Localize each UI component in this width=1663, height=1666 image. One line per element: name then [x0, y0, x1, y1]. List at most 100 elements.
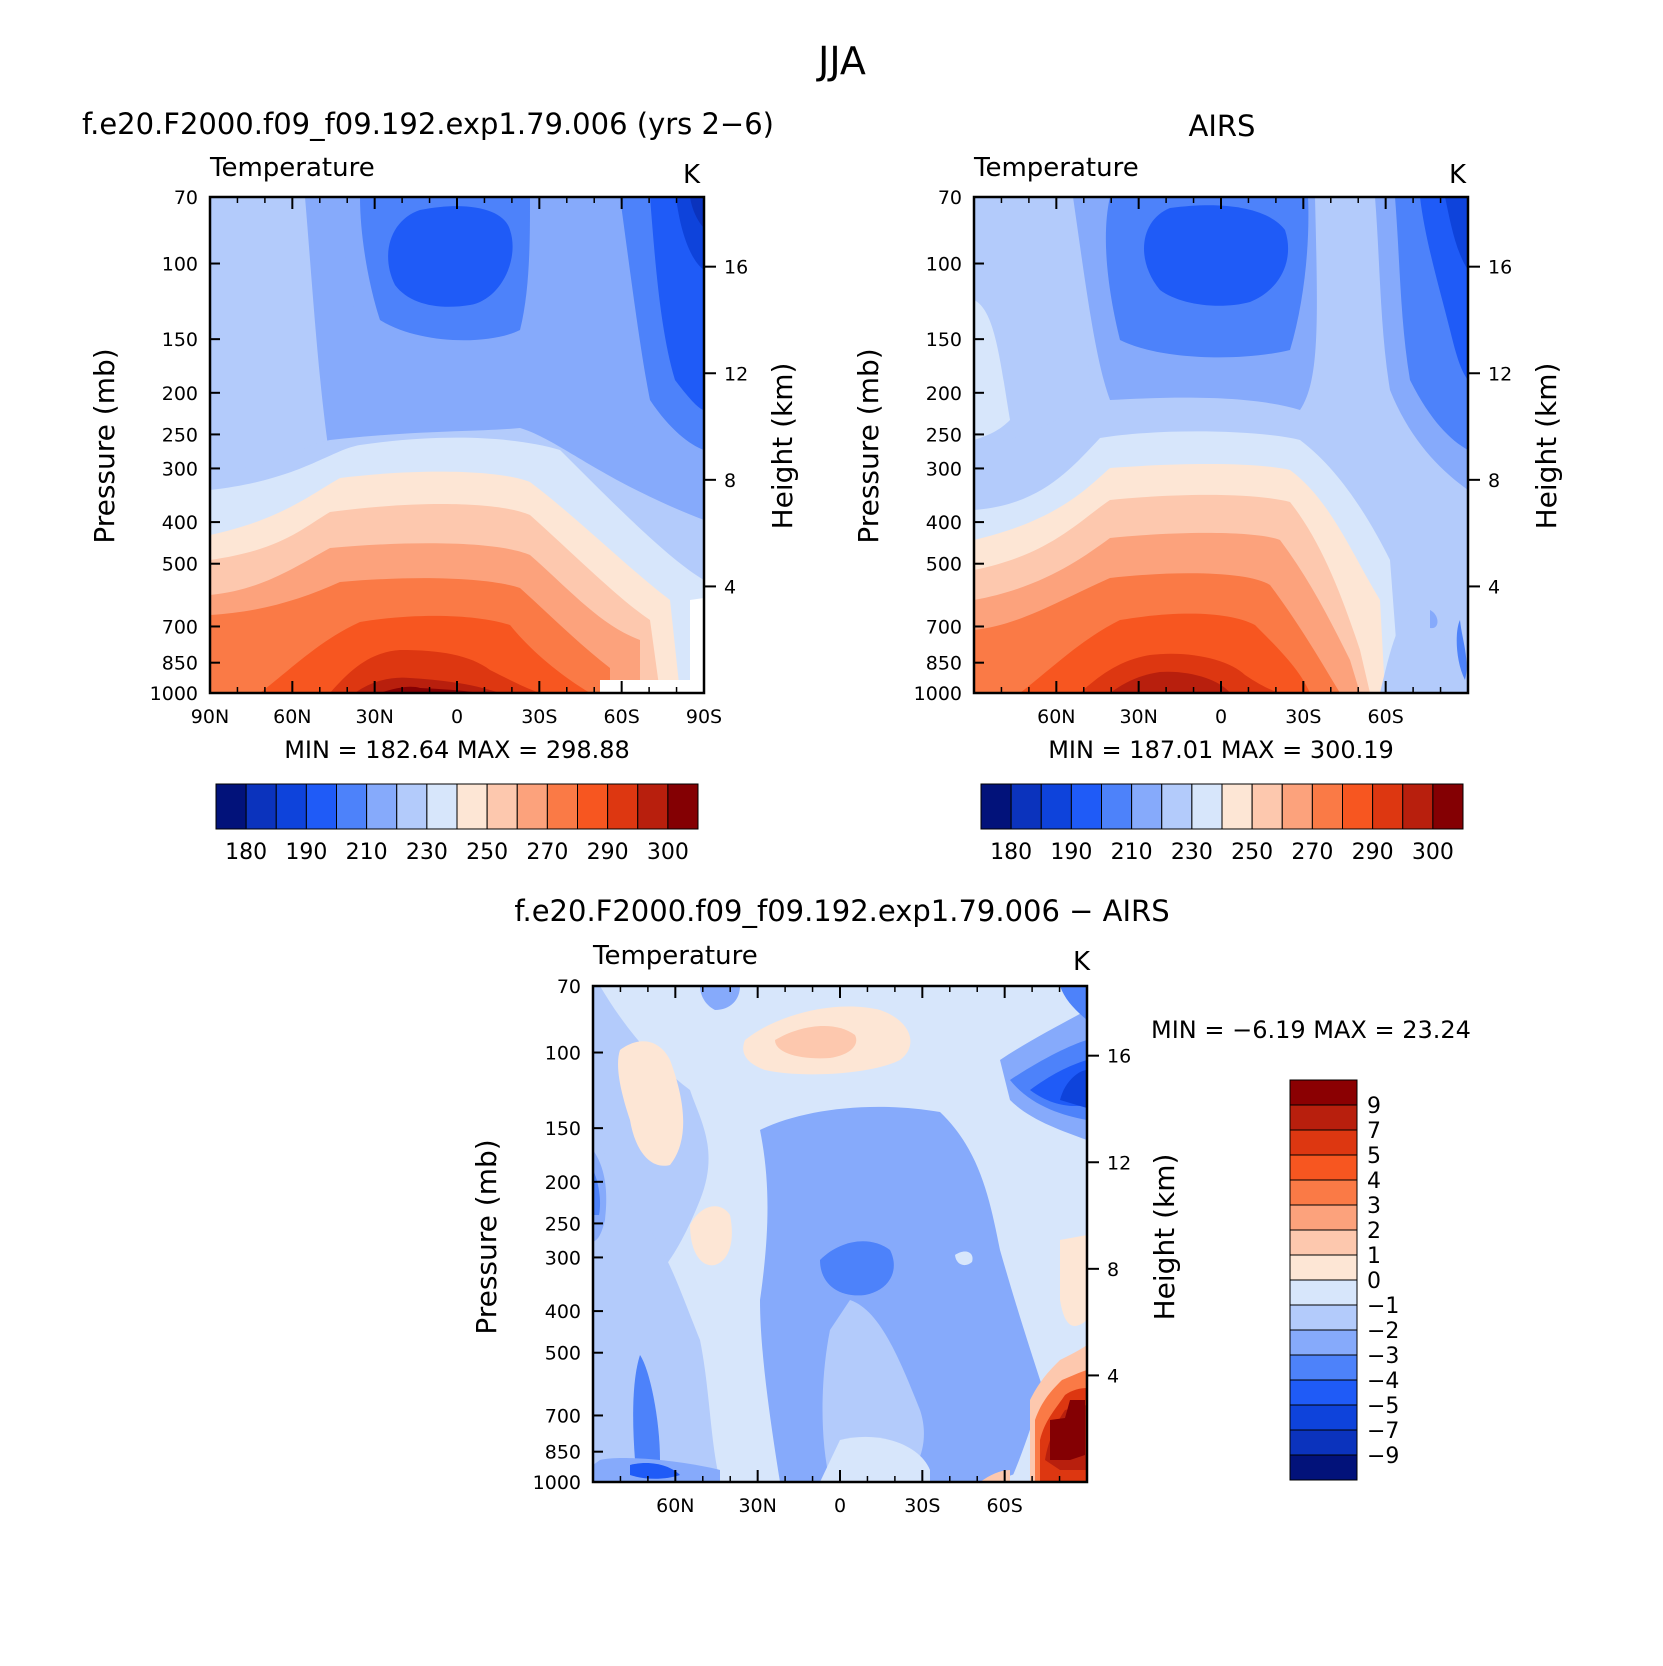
colorbar-box: [1289, 1304, 1358, 1331]
pressure-tick-label: 400: [162, 512, 198, 534]
height-tick-label: 12: [724, 363, 748, 385]
height-tick-label: 8: [1107, 1259, 1119, 1281]
pressure-tick-label: 70: [938, 187, 962, 209]
colorbar-label: −2: [1367, 1319, 1399, 1344]
colorbar-label: 190: [1050, 840, 1092, 865]
pressure-tick-label: 300: [162, 458, 198, 480]
lat-tick-label: 90S: [686, 706, 722, 728]
colorbar-box: [1131, 783, 1163, 830]
pressure-tick-label: 200: [162, 383, 198, 405]
pressure-tick-label: 1000: [150, 683, 198, 705]
figure-title: JJA: [816, 39, 866, 83]
pressure-tick-label: 850: [162, 653, 198, 675]
pressure-tick-label: 100: [162, 254, 198, 276]
panel-model-stats: MIN = 182.64 MAX = 298.88: [284, 736, 630, 764]
panel-model-units: K: [683, 160, 701, 190]
lat-tick-label: 60S: [987, 1495, 1023, 1517]
panel-diff-contour-field: [593, 986, 1087, 1482]
panel-airs-header: AIRS: [1189, 109, 1256, 143]
colorbar-label: 210: [346, 840, 388, 865]
pressure-tick-label: 70: [557, 976, 581, 998]
colorbar-label: 290: [587, 840, 629, 865]
colorbar-box: [1191, 783, 1223, 830]
colorbar-box: [1342, 783, 1374, 830]
colorbar-box: [577, 783, 609, 830]
colorbar-box: [1372, 783, 1404, 830]
panel-model-pressure-axis: 70 100 150 200 250 300 400 500 700 850 1000: [150, 187, 220, 705]
colorbar-label: 9: [1367, 1094, 1381, 1119]
pressure-tick-label: 500: [926, 554, 962, 576]
panel-airs-right-axis-label: Height (km): [1530, 363, 1563, 530]
pressure-tick-label: 70: [174, 187, 198, 209]
colorbar-box: [1289, 1254, 1358, 1281]
panel-model-height-axis: 4 8 12 16: [704, 257, 748, 598]
colorbar-box: [1289, 1329, 1358, 1356]
colorbar-label: 230: [406, 840, 448, 865]
height-tick-label: 4: [1107, 1365, 1119, 1387]
pressure-tick-label: 700: [545, 1405, 581, 1427]
colorbar-box: [336, 783, 368, 830]
colorbar-label: 270: [1291, 840, 1333, 865]
pressure-tick-label: 150: [926, 329, 962, 351]
colorbar-box: [1161, 783, 1193, 830]
lat-tick-label: 0: [834, 1495, 846, 1517]
height-tick-label: 16: [724, 257, 748, 279]
panel-airs-stats: MIN = 187.01 MAX = 300.19: [1048, 736, 1394, 764]
panel-model-contour-field: [210, 197, 704, 693]
colorbar-box: [1289, 1404, 1358, 1431]
lat-tick-label: 30N: [1119, 706, 1157, 728]
panel-diff-left-axis-label: Pressure (mb): [470, 1139, 503, 1334]
colorbar-box: [980, 783, 1012, 830]
colorbar-box: [1289, 1229, 1358, 1256]
pressure-tick-label: 300: [926, 458, 962, 480]
colorbar-label: 180: [225, 840, 267, 865]
colorbar-box: [1281, 783, 1313, 830]
lat-tick-label: 30N: [355, 706, 393, 728]
colorbar-label: −3: [1367, 1344, 1399, 1369]
pressure-tick-label: 150: [545, 1118, 581, 1140]
colorbar-label: 4: [1367, 1169, 1381, 1194]
height-tick-label: 4: [1488, 576, 1500, 598]
colorbar-label: 1: [1367, 1244, 1381, 1269]
panel-model-latitude-axis: 90N 60N 30N 0 30S 60S 90S: [191, 197, 722, 728]
lat-tick-label: 30S: [904, 1495, 940, 1517]
height-tick-label: 16: [1488, 257, 1512, 279]
colorbar-box: [1101, 783, 1133, 830]
colorbar-label: 300: [1412, 840, 1454, 865]
colorbar-box: [305, 783, 337, 830]
lat-tick-label: 60S: [604, 706, 640, 728]
colorbar-box: [1289, 1154, 1358, 1181]
colorbar-box: [1040, 783, 1072, 830]
height-tick-label: 8: [724, 470, 736, 492]
colorbar-box: [1070, 783, 1102, 830]
pressure-tick-label: 100: [545, 1043, 581, 1065]
colorbar-label: 180: [990, 840, 1032, 865]
colorbar-label: 230: [1171, 840, 1213, 865]
colorbar-box: [607, 783, 639, 830]
lat-tick-label: 60N: [273, 706, 311, 728]
colorbar-label: 250: [466, 840, 508, 865]
pressure-tick-label: 400: [926, 512, 962, 534]
colorbar-label: −1: [1367, 1294, 1399, 1319]
pressure-tick-label: 1000: [533, 1472, 581, 1494]
panel-airs: AIRS Temperature K: [852, 109, 1563, 865]
colorbar-box: [1289, 1104, 1358, 1131]
pressure-tick-label: 200: [926, 383, 962, 405]
colorbar-box: [1289, 1179, 1358, 1206]
colorbar-box: [1311, 783, 1343, 830]
lat-tick-label: 30N: [738, 1495, 776, 1517]
height-tick-label: 4: [724, 576, 736, 598]
colorbar-box: [1289, 1279, 1358, 1306]
panel-diff-units: K: [1073, 947, 1091, 977]
panel-airs-left-axis-label: Pressure (mb): [852, 348, 885, 543]
colorbar-box: [215, 783, 247, 830]
panel-model-left-axis-label: Pressure (mb): [88, 348, 121, 543]
panel-model-header: f.e20.F2000.f09_f09.192.exp1.79.006 (yrs…: [82, 107, 774, 141]
pressure-tick-label: 250: [545, 1213, 581, 1235]
colorbar-box: [637, 783, 669, 830]
lat-tick-label: 90N: [191, 706, 229, 728]
pressure-tick-label: 300: [545, 1247, 581, 1269]
pressure-tick-label: 250: [926, 424, 962, 446]
